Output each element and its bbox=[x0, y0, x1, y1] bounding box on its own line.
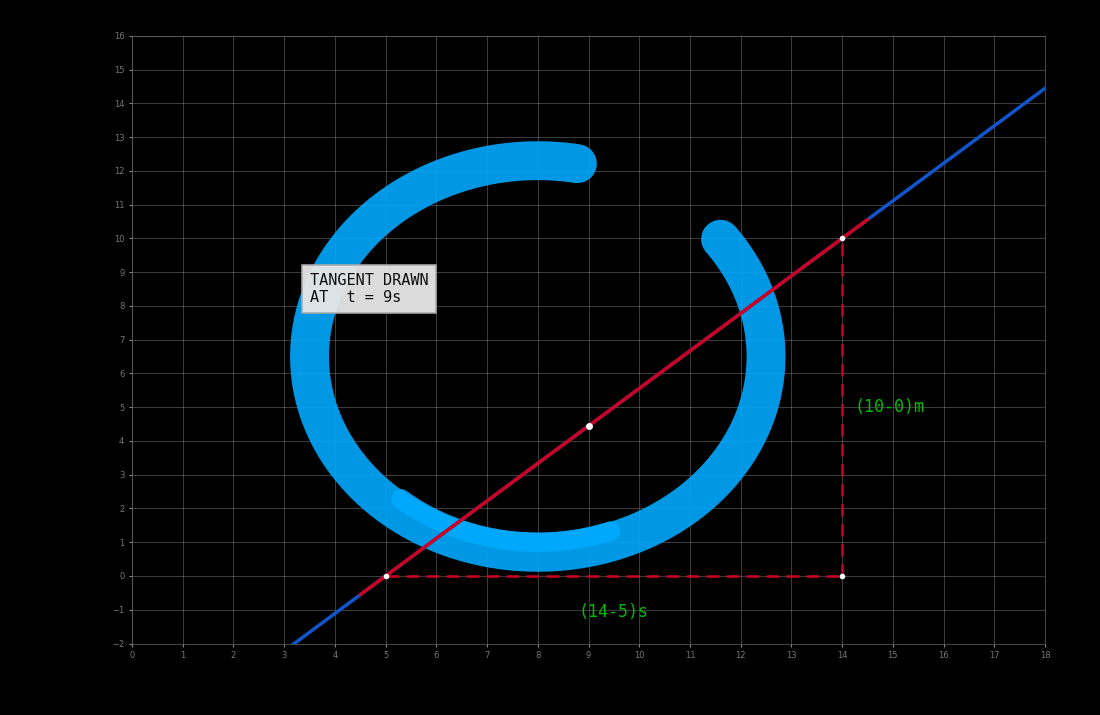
Text: (10-0)m: (10-0)m bbox=[855, 398, 925, 416]
Text: (14-5)s: (14-5)s bbox=[579, 603, 649, 621]
Text: TANGENT DRAWN
AT  t = 9s: TANGENT DRAWN AT t = 9s bbox=[309, 273, 428, 305]
